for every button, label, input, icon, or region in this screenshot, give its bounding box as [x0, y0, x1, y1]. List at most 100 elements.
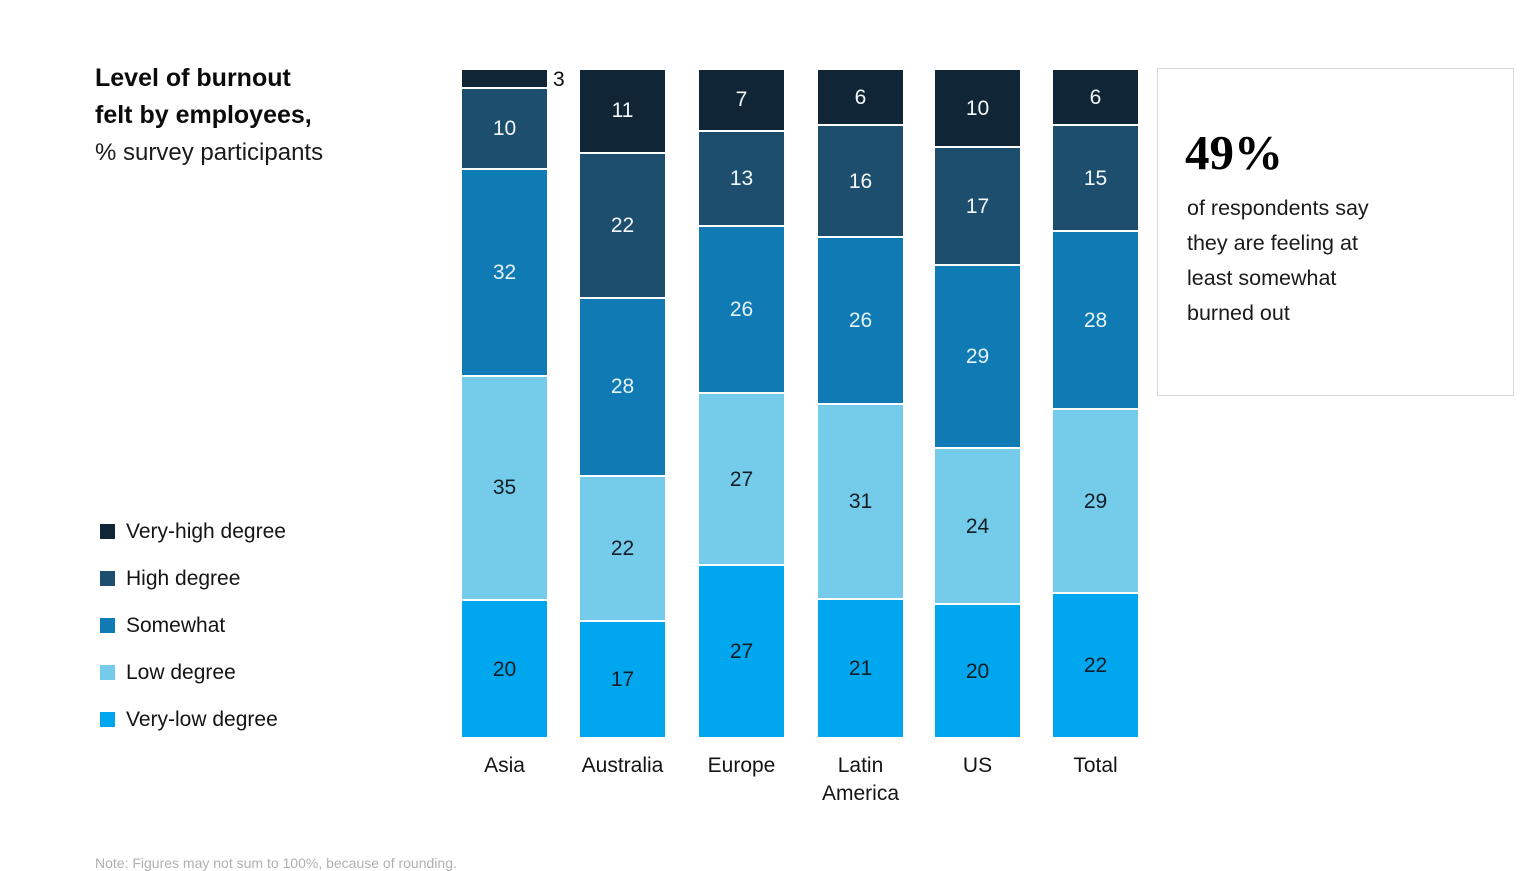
segment-total-very-low-degree: 22	[1053, 594, 1138, 737]
category-label-europe: Europe	[707, 754, 776, 777]
value-label: 32	[492, 260, 517, 284]
segment-europe-somewhat: 26	[699, 226, 784, 392]
legend: Very-high degree High degree Somewhat Low d…	[100, 521, 286, 756]
segment-us-high-degree: 17	[935, 148, 1020, 264]
value-label: 35	[492, 476, 517, 500]
segment-asia-very-high-degree	[462, 70, 547, 88]
segment-australia-low-degree: 22	[580, 476, 665, 620]
legend-swatch-icon	[100, 571, 115, 586]
segment-latin-america-very-low-degree: 21	[818, 599, 903, 737]
segment-australia-high-degree: 22	[580, 153, 665, 297]
value-label: 21	[848, 656, 873, 680]
value-label: 28	[1083, 308, 1108, 332]
segment-australia-somewhat: 28	[580, 298, 665, 475]
category-label-australia: Australia	[581, 754, 664, 777]
segment-us-very-low-degree: 20	[935, 605, 1020, 737]
legend-label: Somewhat	[126, 614, 226, 637]
value-label: 15	[1083, 166, 1108, 190]
segment-asia-low-degree: 35	[462, 376, 547, 599]
legend-label: High degree	[126, 567, 241, 590]
value-label: 10	[965, 96, 990, 120]
value-label: 11	[611, 99, 634, 123]
value-label: 22	[610, 536, 635, 560]
segment-australia-very-low-degree: 17	[580, 621, 665, 737]
callout-box: 49% of respondents say they are feeling a…	[1157, 68, 1514, 396]
segment-total-very-high-degree: 6	[1053, 70, 1138, 125]
value-label-outside: 3	[553, 67, 565, 91]
segment-asia-somewhat: 32	[462, 169, 547, 375]
value-label: 17	[965, 194, 990, 218]
value-label: 22	[1083, 654, 1108, 678]
value-label: 26	[729, 297, 754, 321]
segment-asia-very-low-degree: 20	[462, 601, 547, 737]
callout-line: least somewhat	[1187, 266, 1337, 290]
legend-item-very-low-degree: Very-low degree	[100, 708, 286, 731]
value-label: 6	[854, 85, 867, 109]
value-label: 16	[848, 169, 873, 193]
bar-europe: 7 13 26 27 27	[699, 70, 784, 737]
callout-stat: 49%	[1185, 125, 1283, 180]
bar-australia: 11 22 28 22 17	[580, 70, 665, 737]
value-label: 13	[729, 166, 754, 190]
chart-title: Level of burnout felt by employees, % su…	[95, 60, 323, 171]
segment-europe-very-low-degree: 27	[699, 566, 784, 737]
segment-australia-very-high-degree: 11	[580, 70, 665, 152]
segment-total-high-degree: 15	[1053, 126, 1138, 231]
footnote: Note: Figures may not sum to 100%, becau…	[95, 855, 457, 871]
value-label: 7	[735, 88, 748, 112]
value-label: 10	[492, 117, 517, 140]
segment-europe-high-degree: 13	[699, 131, 784, 225]
value-label: 29	[1083, 489, 1108, 513]
callout-line: of respondents say	[1187, 196, 1369, 220]
segment-total-low-degree: 29	[1053, 410, 1138, 593]
value-label: 31	[848, 489, 873, 513]
value-label: 22	[610, 213, 635, 237]
category-label-us: US	[962, 754, 993, 777]
bar-total: 6 15 28 29 22	[1053, 70, 1138, 737]
value-label: 17	[610, 667, 635, 691]
legend-label: Very-high degree	[126, 520, 286, 543]
value-label: 24	[965, 514, 990, 538]
category-label-asia: Asia	[484, 754, 525, 777]
legend-item-high-degree: High degree	[100, 567, 286, 590]
segment-latin-america-somewhat: 26	[818, 237, 903, 403]
value-label: 29	[965, 344, 990, 368]
category-label-latin-america: Latin America	[821, 754, 900, 805]
bar-asia: 10 32 35 20	[462, 70, 547, 737]
legend-swatch-icon	[100, 665, 115, 680]
segment-us-low-degree: 24	[935, 449, 1020, 604]
segment-us-very-high-degree: 10	[935, 70, 1020, 147]
segment-latin-america-high-degree: 16	[818, 126, 903, 236]
value-label: 28	[610, 375, 635, 399]
value-label: 20	[965, 659, 990, 683]
chart-title-line-2: felt by employees,	[95, 101, 312, 129]
value-label: 27	[729, 640, 754, 664]
segment-latin-america-low-degree: 31	[818, 404, 903, 598]
legend-item-low-degree: Low degree	[100, 661, 286, 684]
segment-asia-high-degree: 10	[462, 89, 547, 168]
callout-line: they are feeling at	[1187, 231, 1358, 255]
legend-label: Low degree	[126, 661, 236, 684]
value-label: 6	[1089, 85, 1102, 109]
bar-us: 10 17 29 24 20	[935, 70, 1020, 737]
segment-europe-low-degree: 27	[699, 393, 784, 565]
legend-swatch-icon	[100, 524, 115, 539]
value-label: 26	[848, 308, 873, 332]
category-label-total: Total	[1073, 754, 1118, 777]
segment-total-somewhat: 28	[1053, 232, 1138, 409]
callout-text: of respondents say they are feeling at lea…	[1187, 191, 1513, 331]
chart-subtitle: % survey participants	[95, 139, 324, 166]
legend-label: Very-low degree	[126, 708, 278, 731]
legend-swatch-icon	[100, 618, 115, 633]
segment-latin-america-very-high-degree: 6	[818, 70, 903, 125]
chart-title-line-1: Level of burnout	[95, 64, 291, 92]
legend-swatch-icon	[100, 712, 115, 727]
legend-item-very-high-degree: Very-high degree	[100, 520, 286, 543]
callout-line: burned out	[1187, 301, 1290, 325]
legend-item-somewhat: Somewhat	[100, 614, 286, 637]
bar-latin-america: 6 16 26 31 21	[818, 70, 903, 737]
segment-europe-very-high-degree: 7	[699, 70, 784, 130]
segment-us-somewhat: 29	[935, 265, 1020, 448]
